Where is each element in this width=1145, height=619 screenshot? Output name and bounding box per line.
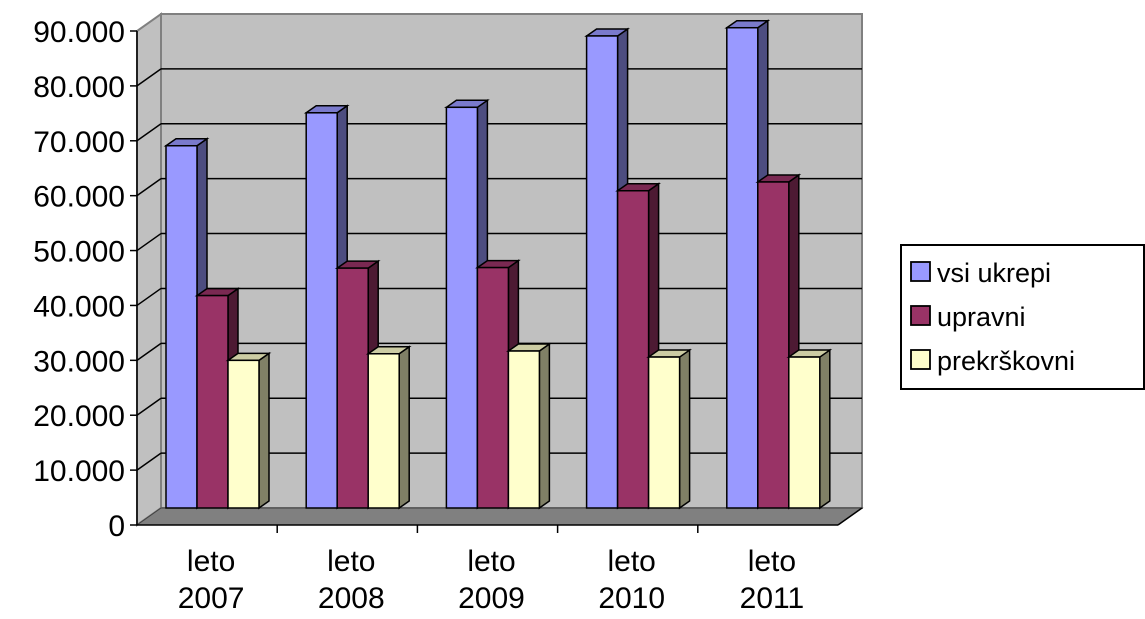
bar — [365, 345, 412, 510]
y-tick-label: 10.000 — [33, 455, 125, 488]
bar-front — [367, 353, 400, 509]
gridline-side — [136, 452, 162, 471]
bar-side — [678, 348, 691, 510]
legend: vsi ukrepi upravni prekrškovni — [900, 244, 1145, 390]
bar-front — [445, 106, 479, 509]
y-tick-label: 0 — [108, 510, 125, 543]
legend-label: prekrškovni — [937, 346, 1075, 376]
chart-floor — [135, 507, 864, 526]
legend-label: upravni — [937, 302, 1026, 332]
floor-plane — [135, 507, 864, 526]
gridline-side — [136, 123, 162, 142]
bar-side — [819, 348, 831, 510]
bar — [646, 348, 692, 510]
bar — [786, 348, 833, 510]
legend-item: prekrškovni — [910, 346, 1075, 376]
y-tick-label: 60.000 — [33, 181, 125, 214]
legend-swatch — [910, 261, 931, 282]
bar-front — [616, 189, 650, 509]
y-tick-label: 80.000 — [33, 71, 125, 104]
legend-item: vsi ukrepi — [910, 258, 1051, 288]
gridline-side — [136, 287, 162, 307]
bar — [506, 342, 552, 510]
bar-front — [647, 356, 681, 509]
bar — [225, 351, 272, 510]
bar-front — [476, 266, 510, 509]
y-tick-label: 20.000 — [33, 400, 125, 433]
legend-item: upravni — [910, 302, 1026, 332]
gridline-side — [136, 397, 162, 416]
bar-side — [258, 351, 270, 510]
legend-swatch — [910, 349, 931, 370]
gridline-side — [136, 68, 162, 87]
bars — [163, 19, 833, 510]
x-tick-label: leto 2007 — [178, 545, 245, 615]
bar-front — [305, 112, 338, 509]
bar-side — [398, 345, 410, 510]
bar-front — [726, 26, 759, 509]
bar-front — [196, 294, 229, 509]
gridline-side — [136, 178, 162, 197]
y-tick-label: 70.000 — [33, 126, 125, 159]
bar-front — [757, 181, 790, 509]
side-wall — [136, 12, 162, 527]
x-tick-label: leto 2011 — [740, 545, 805, 615]
y-tick-label: 30.000 — [33, 345, 125, 378]
gridline-side — [136, 232, 162, 252]
y-tick-labels: 0 10.000 20.000 30.000 40.000 50.000 60.000 70.… — [33, 16, 125, 543]
bar-side — [538, 342, 551, 510]
bar-front — [585, 35, 619, 509]
y-tick-label: 90.000 — [33, 16, 125, 49]
x-tick-labels: leto 2007 leto 2008 leto 2009 leto 2010 leto 2011 — [178, 545, 804, 615]
legend-swatch — [910, 305, 931, 326]
axes — [130, 30, 863, 533]
bar-front — [227, 359, 260, 509]
y-tick-label: 50.000 — [33, 236, 125, 269]
bar-front — [788, 356, 821, 509]
x-tick-label: leto 2009 — [458, 545, 525, 615]
gridline-side — [136, 342, 162, 361]
x-tick-label: leto 2010 — [598, 545, 665, 615]
y-tick-label: 40.000 — [33, 290, 125, 323]
x-tick-label: leto 2008 — [318, 545, 385, 615]
bar-front — [336, 267, 369, 509]
legend-label: vsi ukrepi — [937, 258, 1051, 288]
legend-box — [900, 244, 1145, 390]
bar-front — [507, 350, 541, 509]
floor-edge-line — [837, 507, 863, 526]
bar-front — [165, 144, 198, 509]
